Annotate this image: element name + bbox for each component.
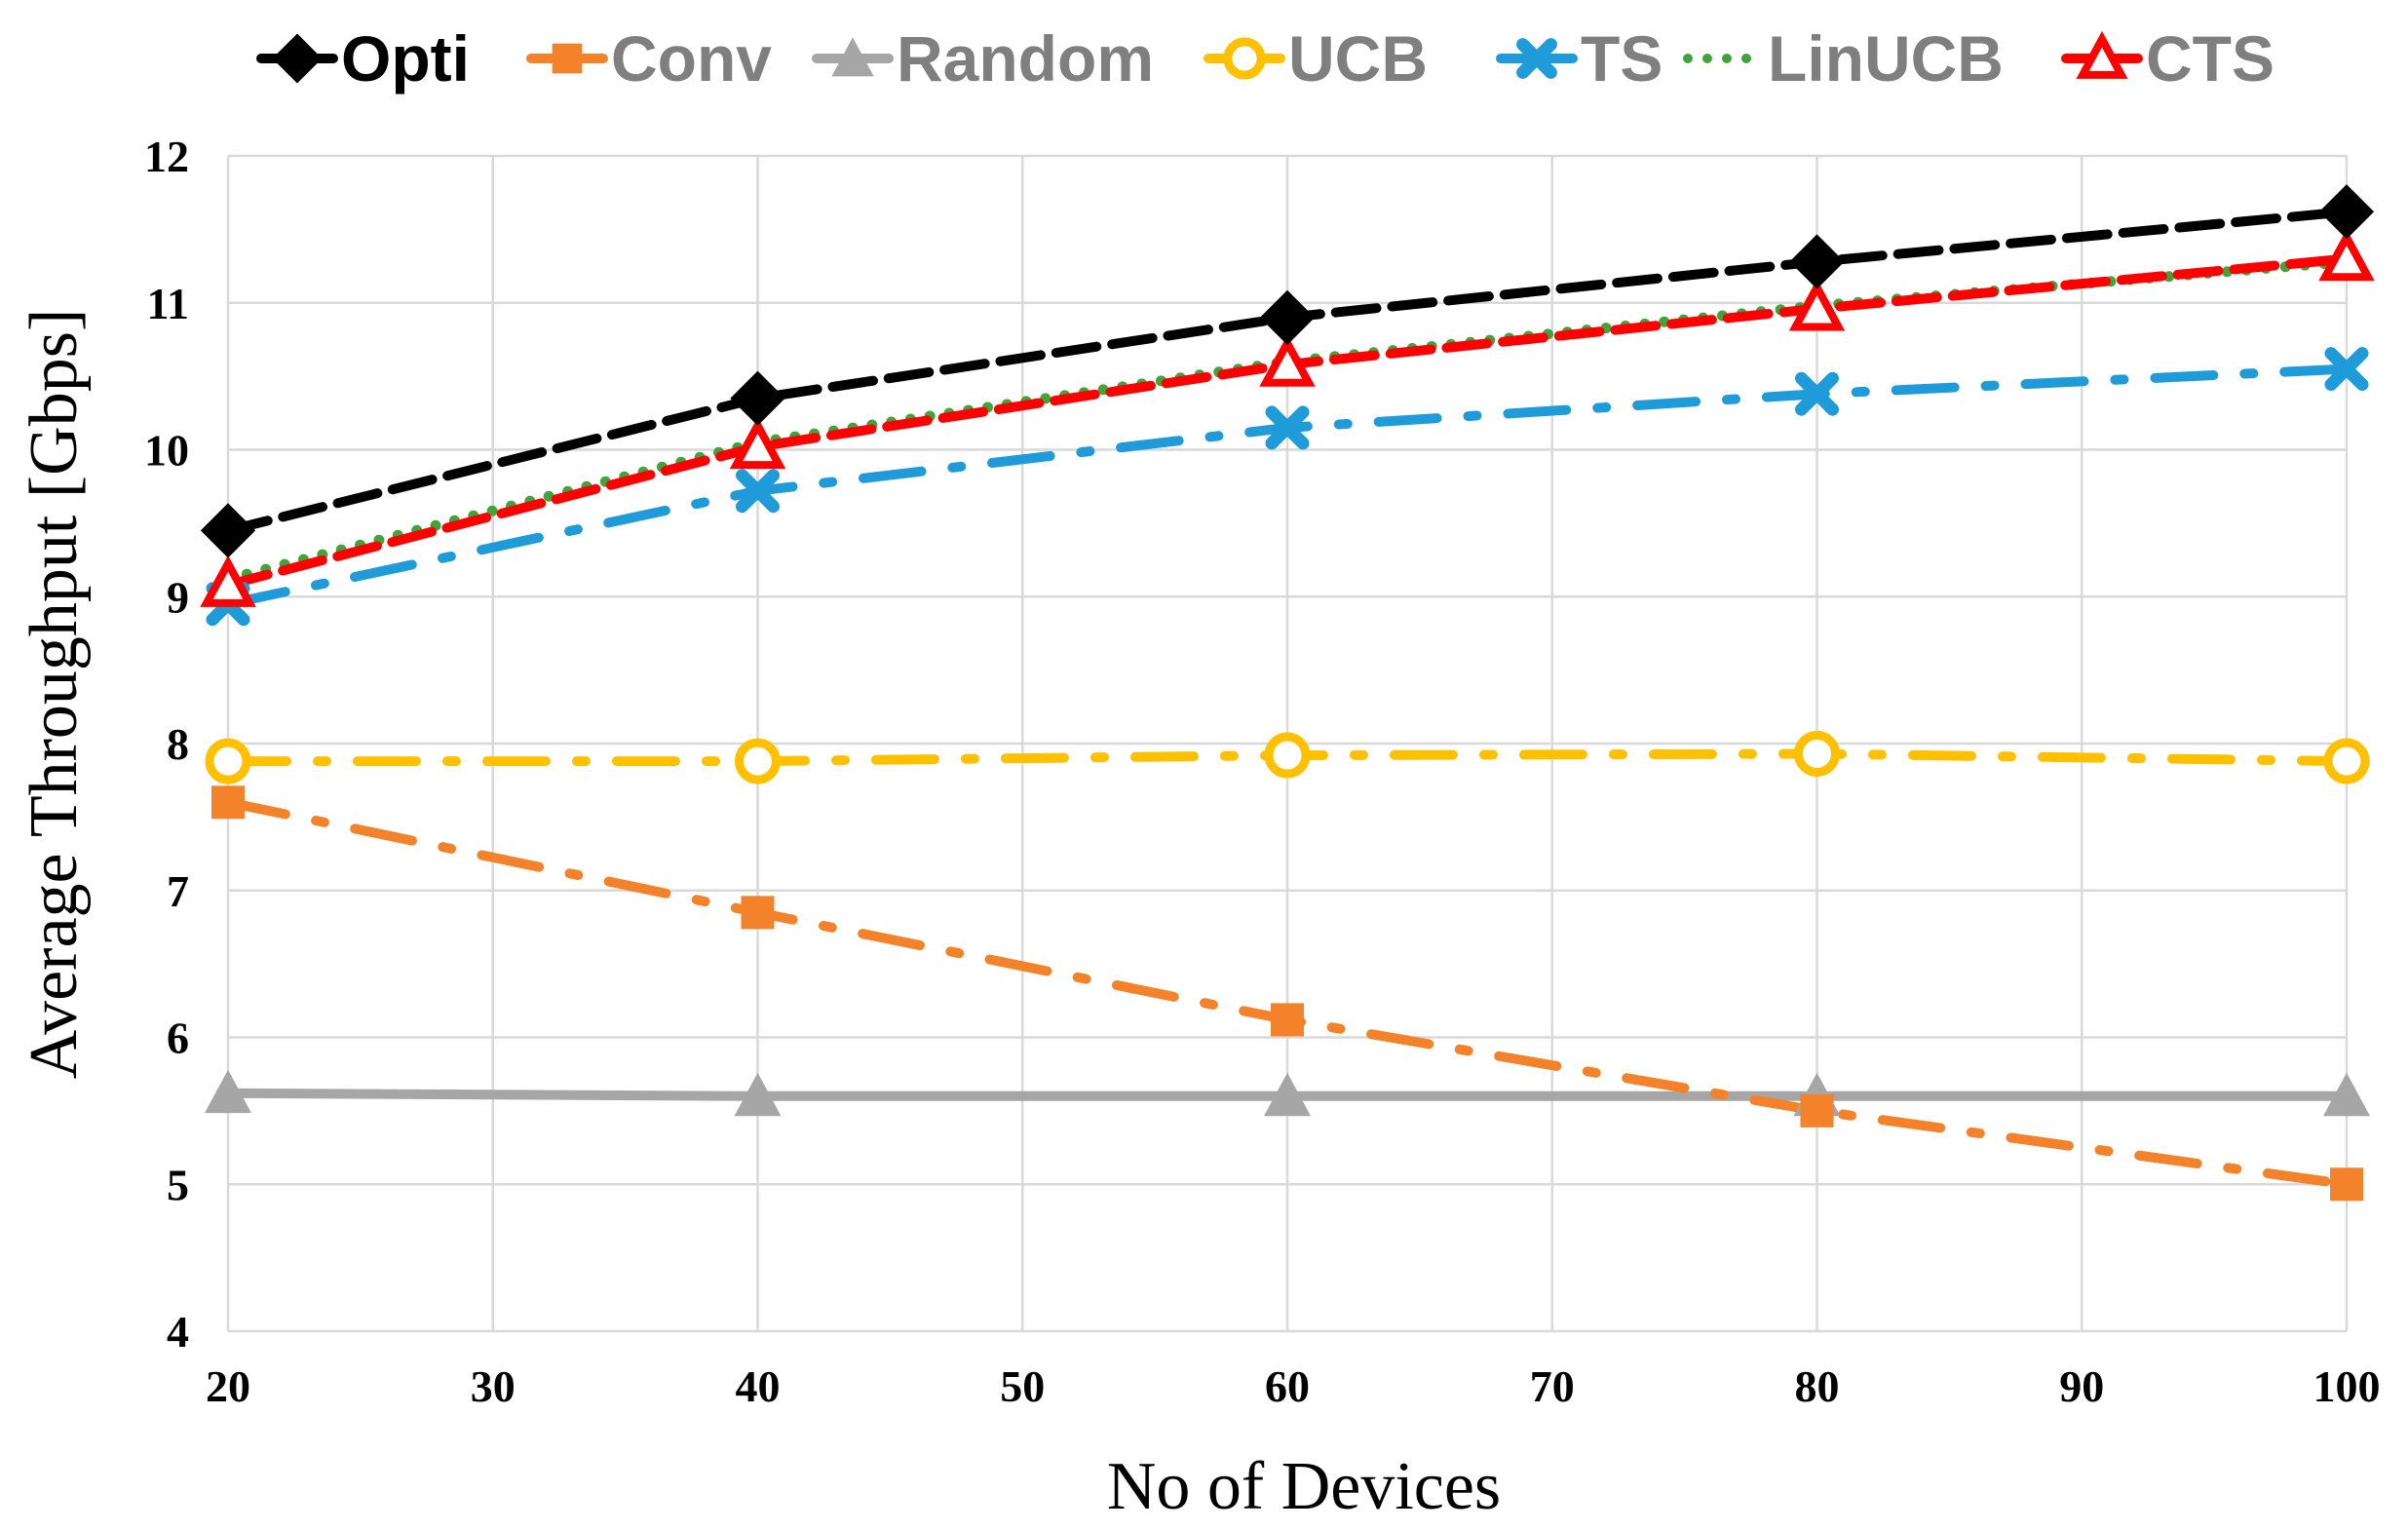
x-tick-label-100: 100 <box>2313 1361 2381 1411</box>
point-ucb-60 <box>1264 732 1311 779</box>
legend-marker-opti <box>272 33 323 84</box>
point-cts-100 <box>2318 229 2375 282</box>
point-ts-100-stroke-b <box>2324 347 2369 392</box>
point-opti-80 <box>1789 234 1845 289</box>
point-ts-60-stroke-b <box>1265 405 1310 450</box>
x-tick-label-60: 60 <box>1265 1361 1310 1411</box>
legend-label-opti: Opti <box>341 22 470 95</box>
point-cts-60 <box>1259 334 1316 387</box>
point-conv-40 <box>741 896 775 930</box>
point-ucb-80 <box>1794 731 1840 778</box>
y-tick-label-12: 12 <box>144 132 189 181</box>
point-conv-100 <box>2330 1167 2363 1202</box>
point-ts-40 <box>736 469 780 514</box>
point-random-100 <box>2323 1072 2370 1117</box>
point-cts-80 <box>1788 279 1846 331</box>
point-opti-20 <box>200 503 256 558</box>
point-opti-100 <box>2318 184 2375 240</box>
point-random-60 <box>1264 1072 1311 1117</box>
point-cts-40 <box>729 417 786 470</box>
point-ts-40-stroke-b <box>736 469 780 514</box>
legend-label-random: Random <box>897 22 1154 95</box>
legend-marker-random <box>831 37 874 77</box>
y-tick-label-9: 9 <box>167 572 189 622</box>
legend-label-ts: TS <box>1581 22 1663 95</box>
y-tick-label-5: 5 <box>167 1160 189 1209</box>
y-axis-ticks: 4 5 6 7 8 9 10 11 12 <box>144 132 189 1357</box>
point-ts-60 <box>1265 405 1310 450</box>
y-tick-label-4: 4 <box>167 1307 189 1357</box>
legend-label-linucb: LinUCB <box>1768 22 2004 95</box>
x-tick-label-50: 50 <box>1000 1361 1045 1411</box>
y-tick-label-10: 10 <box>144 426 189 476</box>
legend-marker-ts-stroke-b <box>1516 38 1557 79</box>
point-random-40 <box>734 1072 782 1117</box>
point-ucb-40 <box>735 738 781 784</box>
point-ucb-100 <box>2323 738 2370 784</box>
x-axis-ticks: 20 30 40 50 60 70 80 90 100 <box>206 1361 2381 1411</box>
legend: Opti Conv Random UCB TS LinUCB CTS <box>256 22 2274 95</box>
legend-marker-ucb <box>1223 37 1266 80</box>
point-random-20 <box>205 1069 251 1114</box>
series-markers <box>200 184 2375 1202</box>
legend-label-cts: CTS <box>2146 22 2274 95</box>
x-tick-label-30: 30 <box>471 1361 516 1411</box>
point-opti-60 <box>1259 289 1316 345</box>
point-conv-20 <box>211 785 245 820</box>
point-opti-40 <box>730 370 785 426</box>
x-tick-label-80: 80 <box>1795 1361 1840 1411</box>
y-tick-label-11: 11 <box>147 279 189 328</box>
y-axis-title: Average Throughput [Gbps] <box>17 309 92 1080</box>
point-cts-20 <box>200 555 256 607</box>
legend-label-ucb: UCB <box>1288 22 1428 95</box>
x-tick-label-70: 70 <box>1530 1361 1575 1411</box>
y-tick-label-7: 7 <box>167 866 189 916</box>
x-tick-label-40: 40 <box>736 1361 781 1411</box>
point-conv-80 <box>1800 1093 1834 1128</box>
y-tick-label-8: 8 <box>167 719 189 769</box>
x-tick-label-90: 90 <box>2059 1361 2104 1411</box>
legend-marker-conv <box>552 43 583 74</box>
point-conv-60 <box>1271 1003 1304 1037</box>
x-tick-label-20: 20 <box>206 1361 250 1411</box>
point-ts-80-stroke-b <box>1795 371 1839 416</box>
legend-marker-ts <box>1516 38 1557 79</box>
y-tick-label-6: 6 <box>167 1014 189 1063</box>
point-ts-100 <box>2324 347 2369 392</box>
point-ts-80 <box>1795 371 1839 416</box>
legend-marker-cts <box>2076 30 2128 79</box>
legend-label-conv: Conv <box>611 22 772 95</box>
point-ucb-20 <box>205 738 251 784</box>
x-axis-title: No of Devices <box>1107 1449 1501 1524</box>
